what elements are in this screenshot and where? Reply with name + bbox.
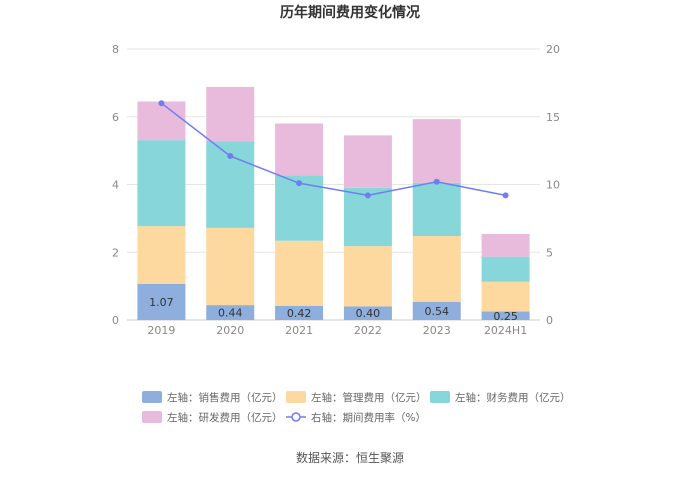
bar-segment <box>275 123 324 176</box>
x-tick-label: 2023 <box>423 324 451 337</box>
bar-data-label: 0.42 <box>287 307 312 320</box>
y-left-tick-label: 0 <box>112 314 119 327</box>
y-right-tick-label: 20 <box>546 43 560 56</box>
rate-point <box>433 178 440 185</box>
bar-segment <box>137 283 186 320</box>
bar-segment <box>412 182 461 236</box>
y-right-tick-label: 0 <box>546 314 553 327</box>
rate-point <box>227 153 234 160</box>
bar-segment <box>206 86 255 142</box>
bar-segment <box>137 226 186 284</box>
y-right-tick-label: 10 <box>546 179 560 192</box>
y-left-tick-label: 2 <box>112 246 119 259</box>
legend-swatch <box>142 391 162 403</box>
bar-segment <box>481 233 530 257</box>
bar-data-label: 0.40 <box>356 307 381 320</box>
x-tick-label: 2024H1 <box>484 324 527 337</box>
legend-swatch <box>430 391 450 403</box>
bar-segment <box>343 135 392 188</box>
legend-label: 右轴：期间费用率（%） <box>311 411 426 424</box>
legend-label: 左轴：销售费用（亿元） <box>167 391 283 404</box>
bar-segment <box>412 119 461 183</box>
bar-layer <box>137 86 530 320</box>
legend-label: 左轴：财务费用（亿元） <box>455 391 571 404</box>
y-left-tick-label: 8 <box>112 43 119 56</box>
y-right-tick-label: 15 <box>546 111 560 124</box>
bar-data-label: 0.44 <box>218 307 243 320</box>
bar-segment <box>412 235 461 302</box>
legend-swatch <box>142 411 162 423</box>
bar-segment <box>481 256 530 282</box>
legend-label: 左轴：研发费用（亿元） <box>167 411 283 424</box>
source-text: 数据来源：恒生聚源 <box>296 450 404 465</box>
bar-segment <box>343 306 392 320</box>
bar-segment <box>343 246 392 307</box>
x-tick-label: 2022 <box>354 324 382 337</box>
bar-segment <box>137 140 186 227</box>
bar-segment <box>481 281 530 312</box>
y-right-tick-label: 5 <box>546 246 553 259</box>
bar-data-label: 0.25 <box>493 310 518 323</box>
label-layer: 1.07 0.44 0.42 0.40 0.54 0.25 <box>149 296 518 323</box>
x-tick-label: 2020 <box>216 324 244 337</box>
bar-segment <box>412 301 461 320</box>
legend-label: 左轴：管理费用（亿元） <box>311 391 427 404</box>
rate-line <box>160 102 506 197</box>
x-tick-label: 2019 <box>147 324 175 337</box>
legend-marker <box>291 412 301 422</box>
legend-layer: 左轴：销售费用（亿元） 左轴：管理费用（亿元） 左轴：财务费用（亿元） 左轴：研发费用… <box>142 391 571 424</box>
y-left-tick-label: 6 <box>112 111 119 124</box>
bar-segment <box>206 305 255 320</box>
legend-swatch <box>286 391 306 403</box>
rate-point <box>296 180 303 187</box>
axis-layer: 0 2 4 6 8 0 5 10 15 20 2019 2020 2021 2022 2023 2024H1 <box>112 43 560 337</box>
bar-segment <box>275 305 324 320</box>
bar-data-label: 1.07 <box>149 296 174 309</box>
rate-point <box>502 192 509 199</box>
grid-layer <box>127 48 540 321</box>
x-tick-label: 2021 <box>285 324 313 337</box>
bar-data-label: 0.54 <box>425 305 450 318</box>
line-layer <box>158 100 509 199</box>
bar-segment <box>481 311 530 320</box>
bar-segment <box>137 101 186 141</box>
bar-segment <box>206 227 255 306</box>
rate-point <box>158 100 165 107</box>
chart-title: 历年期间费用变化情况 <box>280 4 420 21</box>
rate-point <box>364 192 371 199</box>
y-left-tick-label: 4 <box>112 179 119 192</box>
bar-segment <box>275 240 324 306</box>
